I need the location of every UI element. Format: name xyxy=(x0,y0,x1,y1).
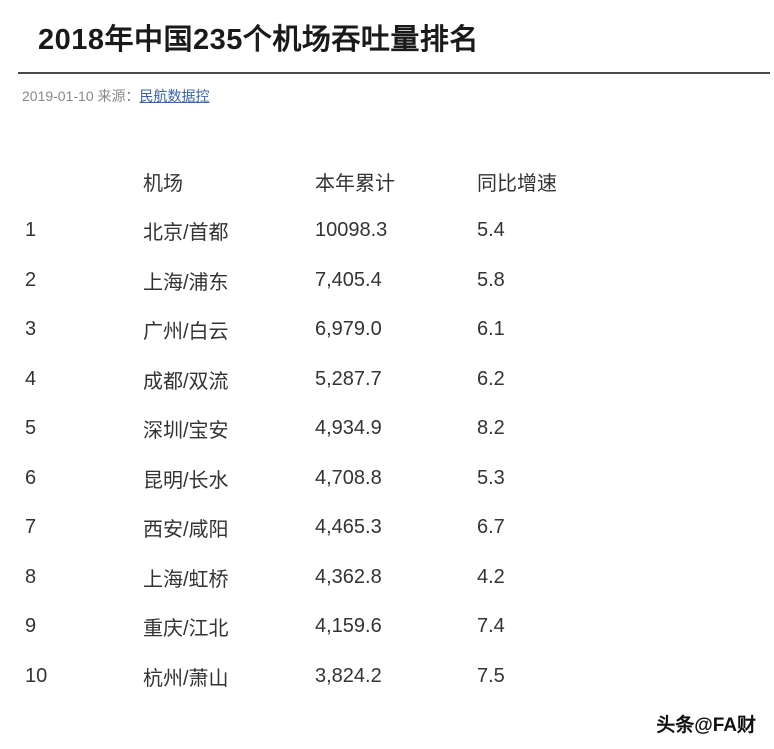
source-label: 来源： xyxy=(97,88,140,104)
growth-cell: 7.4 xyxy=(477,615,505,638)
rank-cell: 2 xyxy=(25,268,37,291)
cumulative-cell: 7,405.4 xyxy=(315,268,382,291)
airport-cell: 上海/浦东 xyxy=(143,271,229,294)
ranking-table: 机场 本年累计 同比增速 1 北京/首都 10098.3 5.4 2 上海/浦东 7,405… xyxy=(25,158,774,701)
rank-cell: 9 xyxy=(25,615,37,638)
airport-cell: 深圳/宝安 xyxy=(143,420,229,443)
table-row: 5 深圳/宝安 4,934.9 8.2 xyxy=(25,404,774,454)
ranking-table-body: 1 北京/首都 10098.3 5.4 2 上海/浦东 7,405.4 5.8 3 广州/白云 6,… xyxy=(25,206,774,701)
rank-cell: 7 xyxy=(25,516,37,539)
cumulative-cell: 6,979.0 xyxy=(315,318,382,341)
title-divider xyxy=(18,72,770,74)
airport-cell: 昆明/长水 xyxy=(143,469,229,492)
rank-cell: 3 xyxy=(25,318,37,341)
airport-cell: 杭州/萧山 xyxy=(143,667,229,690)
table-row: 9 重庆/江北 4,159.6 7.4 xyxy=(25,602,774,652)
article-meta: 2019-01-10 来源：民航数据控 xyxy=(22,86,774,106)
rank-cell: 8 xyxy=(25,565,37,588)
growth-cell: 4.2 xyxy=(477,565,505,588)
publish-date: 2019-01-10 xyxy=(22,88,94,104)
growth-cell: 5.3 xyxy=(477,466,505,489)
cumulative-cell: 4,465.3 xyxy=(315,516,382,539)
table-row: 4 成都/双流 5,287.7 6.2 xyxy=(25,355,774,405)
airport-cell: 上海/虹桥 xyxy=(143,568,229,591)
airport-cell: 广州/白云 xyxy=(143,321,229,344)
header-airport: 机场 xyxy=(143,172,183,195)
airport-cell: 成都/双流 xyxy=(143,370,229,393)
growth-cell: 6.7 xyxy=(477,516,505,539)
table-row: 1 北京/首都 10098.3 5.4 xyxy=(25,206,774,256)
rank-cell: 5 xyxy=(25,417,37,440)
table-row: 2 上海/浦东 7,405.4 5.8 xyxy=(25,256,774,306)
table-header-row: 机场 本年累计 同比增速 xyxy=(25,158,774,204)
table-row: 7 西安/咸阳 4,465.3 6.7 xyxy=(25,503,774,553)
watermark: 头条@FA财 xyxy=(656,715,756,736)
cumulative-cell: 4,708.8 xyxy=(315,466,382,489)
growth-cell: 8.2 xyxy=(477,417,505,440)
growth-cell: 5.8 xyxy=(477,268,505,291)
header-growth: 同比增速 xyxy=(477,172,557,195)
cumulative-cell: 4,934.9 xyxy=(315,417,382,440)
cumulative-cell: 5,287.7 xyxy=(315,367,382,390)
page-title: 2018年中国235个机场吞吐量排名 xyxy=(38,24,479,56)
rank-cell: 10 xyxy=(25,664,48,687)
table-row: 6 昆明/长水 4,708.8 5.3 xyxy=(25,454,774,504)
rank-cell: 6 xyxy=(25,466,37,489)
cumulative-cell: 4,362.8 xyxy=(315,565,382,588)
cumulative-cell: 4,159.6 xyxy=(315,615,382,638)
source-link[interactable]: 民航数据控 xyxy=(139,88,210,104)
growth-cell: 7.5 xyxy=(477,664,505,687)
airport-cell: 北京/首都 xyxy=(143,222,229,245)
airport-cell: 重庆/江北 xyxy=(143,618,229,641)
growth-cell: 5.4 xyxy=(477,219,505,242)
rank-cell: 4 xyxy=(25,367,37,390)
table-row: 8 上海/虹桥 4,362.8 4.2 xyxy=(25,553,774,603)
rank-cell: 1 xyxy=(25,219,37,242)
cumulative-cell: 3,824.2 xyxy=(315,664,382,687)
airport-cell: 西安/咸阳 xyxy=(143,519,229,542)
table-row: 10 杭州/萧山 3,824.2 7.5 xyxy=(25,652,774,702)
table-row: 3 广州/白云 6,979.0 6.1 xyxy=(25,305,774,355)
growth-cell: 6.2 xyxy=(477,367,505,390)
growth-cell: 6.1 xyxy=(477,318,505,341)
cumulative-cell: 10098.3 xyxy=(315,219,388,242)
header-cumulative: 本年累计 xyxy=(315,172,395,195)
